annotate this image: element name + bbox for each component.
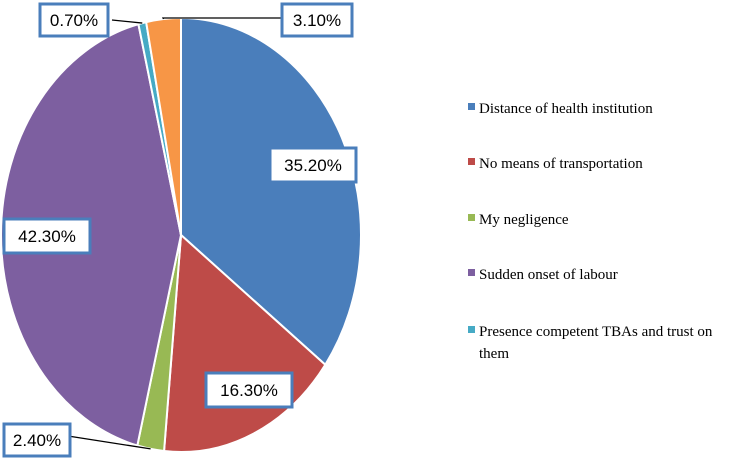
pie-slice-distance-of-health-institution (180, 16, 362, 367)
legend-label: My negligence (479, 212, 569, 228)
legend-swatch (468, 326, 475, 333)
legend-item-presence-competent-tbas-and-trust-on-them: Presence competent TBAs and trust on them (468, 324, 713, 362)
legend-item-my-negligence: My negligence (468, 212, 569, 228)
legend-label: No means of transportation (479, 156, 643, 172)
data-label-tba: 0.70% (38, 2, 110, 38)
data-label-tba-text: 0.70% (50, 11, 98, 30)
data-label-transport-text: 16.30% (220, 381, 278, 400)
leader-line-negligence (67, 435, 151, 450)
data-label-negligence: 2.40% (2, 422, 72, 458)
data-label-other-box (280, 2, 354, 38)
legend-label: them (479, 346, 509, 362)
leader-line-tba (111, 19, 143, 24)
data-label-sudden-onset-box (2, 217, 92, 255)
data-label-distance-box (268, 146, 358, 184)
data-label-other-text: 3.10% (293, 11, 341, 30)
data-label-sudden-onset: 42.30% (2, 217, 92, 255)
legend-label: Sudden onset of labour (479, 267, 618, 283)
legend-swatch (468, 158, 475, 165)
data-label-transport-box (204, 371, 294, 409)
legend-swatch (468, 269, 475, 276)
leader-line-other (161, 17, 282, 20)
data-labels: 35.20% 16.30% 42.30% 2.40% 0.70% 3.10% (2, 2, 358, 458)
legend: Distance of health institution No means o… (468, 101, 713, 362)
legend-item-no-means-of-transportation: No means of transportation (468, 156, 643, 172)
legend-label: Distance of health institution (479, 101, 653, 117)
data-label-other: 3.10% (280, 2, 354, 38)
data-label-negligence-box (2, 422, 72, 458)
data-label-sudden-onset-text: 42.30% (18, 227, 76, 246)
legend-label: Presence competent TBAs and trust on (479, 324, 713, 340)
legend-item-distance-of-health-institution: Distance of health institution (468, 101, 653, 117)
legend-swatch (468, 214, 475, 221)
data-label-distance: 35.20% (268, 146, 358, 184)
data-label-distance-text: 35.20% (284, 156, 342, 175)
data-label-transport: 16.30% (204, 371, 294, 409)
pie-slices (0, 16, 362, 453)
legend-item-sudden-onset-of-labour: Sudden onset of labour (468, 267, 618, 283)
data-label-tba-box (38, 2, 110, 38)
legend-swatch (468, 103, 475, 110)
data-label-negligence-text: 2.40% (13, 431, 61, 450)
